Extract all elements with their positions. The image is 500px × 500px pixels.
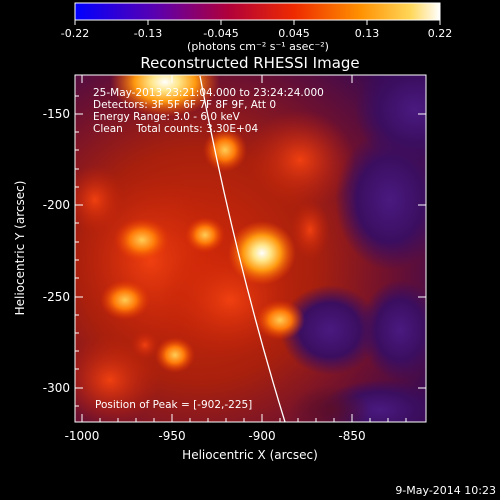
solar-limb-line: [199, 75, 286, 422]
solar-image: [75, 75, 426, 422]
info-time-range: 25-May-2013 23:21:04.000 to 23:24:24.000: [93, 87, 324, 99]
peak-position-label: Position of Peak = [-902,-225]: [95, 399, 252, 411]
colorbar-tick-label: 0.045: [278, 27, 310, 40]
colorbar-tick-label: 0.22: [428, 27, 453, 40]
plot-frame: [74, 74, 427, 423]
colorbar-tick-label: 0.13: [355, 27, 380, 40]
x-tick-label: -850: [338, 429, 365, 443]
footer-timestamp: 9-May-2014 10:23: [395, 484, 496, 497]
colorbar-tick-label: -0.045: [203, 27, 238, 40]
y-axis-label: Heliocentric Y (arcsec): [13, 181, 27, 316]
colorbar-unit-label: (photons cm⁻² s⁻¹ asec⁻²): [187, 40, 329, 53]
x-tick-label: -950: [158, 429, 185, 443]
observation-info: 25-May-2013 23:21:04.000 to 23:24:24.000…: [93, 87, 324, 135]
x-axis-label: Heliocentric X (arcsec): [182, 448, 318, 462]
colorbar-tick-label: -0.13: [134, 27, 162, 40]
plot-title: Reconstructed RHESSI Image: [140, 54, 359, 72]
y-tick-label: -150: [43, 107, 70, 121]
colorbar: -0.22 -0.13 -0.045 0.045 0.13 0.22 (phot…: [61, 2, 453, 53]
x-tick-label: -900: [248, 429, 275, 443]
x-tick-label: -1000: [65, 429, 100, 443]
y-tick-label: -250: [43, 290, 70, 304]
colorbar-tick-label: -0.22: [61, 27, 89, 40]
info-energy-range: Energy Range: 3.0 - 6.0 keV: [93, 111, 241, 123]
x-axis: [81, 75, 407, 422]
info-detectors: Detectors: 3F 5F 6F 7F 8F 9F, Att 0: [93, 99, 276, 111]
y-tick-label: -300: [43, 381, 70, 395]
colorbar-gradient: [74, 2, 441, 21]
y-tick-label: -200: [43, 198, 70, 212]
info-clean-counts: Clean Total counts: 3.30E+04: [93, 123, 258, 135]
y-axis: [75, 95, 426, 407]
